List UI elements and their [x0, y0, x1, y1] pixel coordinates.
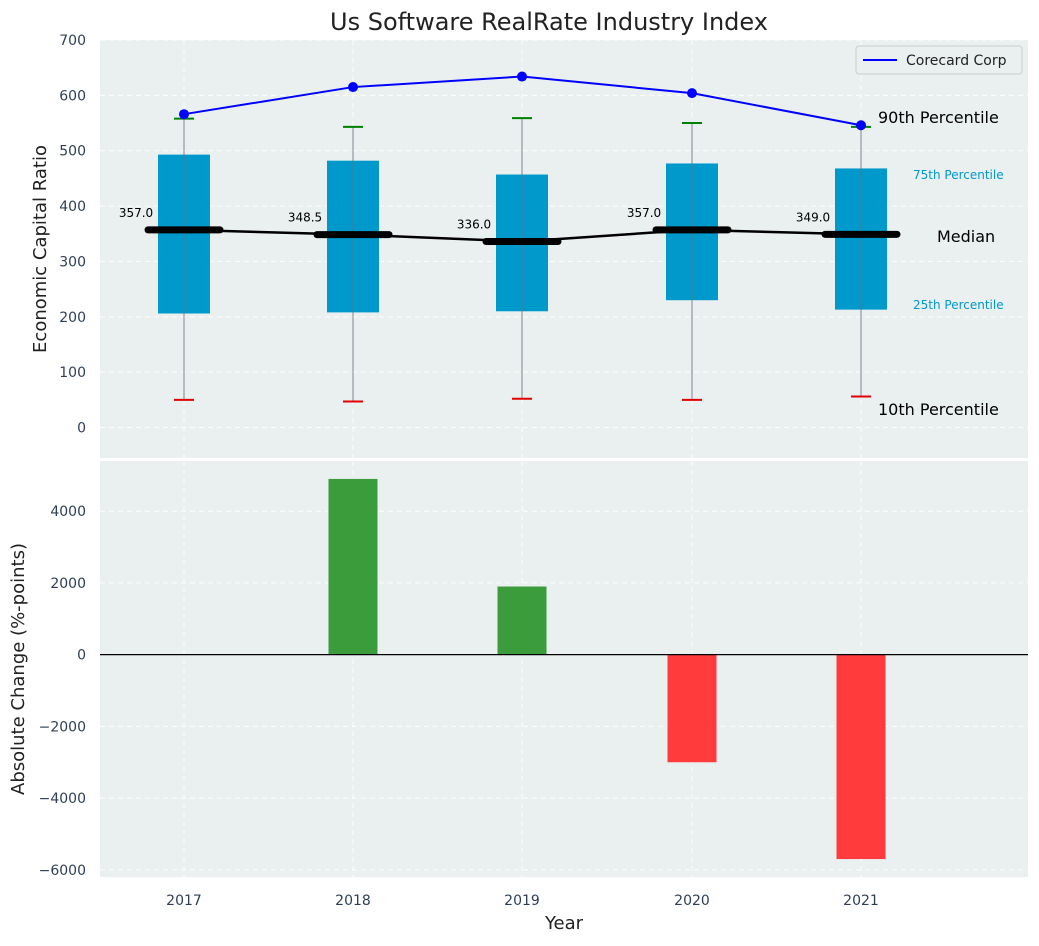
annotation-10th-percentile: 10th Percentile: [878, 400, 999, 419]
median-value-label: 348.5: [288, 211, 322, 225]
bottom-marks: [100, 478, 1028, 860]
company-point-2019: [517, 71, 527, 82]
annotation-90th-percentile: 90th Percentile: [878, 108, 999, 127]
x-tick-label: 2018: [335, 893, 371, 909]
annotation-25th-percentile: 25th Percentile: [913, 298, 1004, 312]
bottom-y-tick-label: −6000: [39, 863, 86, 879]
bottom-y-tick-label: 4000: [50, 504, 86, 520]
top-y-tick-label: 0: [77, 421, 86, 437]
median-value-label: 349.0: [796, 210, 830, 224]
company-point-2018: [348, 82, 358, 93]
change-bar-2020: [667, 654, 717, 763]
company-point-2017: [179, 109, 189, 120]
x-axis-label: Year: [544, 913, 584, 934]
top-y-tick-label: 100: [59, 365, 86, 381]
legend-label-corecard: Corecard Corp: [906, 53, 1007, 69]
bottom-y-axis-label: Absolute Change (%-points): [8, 543, 29, 795]
bottom-y-tick-label: −2000: [39, 719, 86, 735]
change-bar-2021: [836, 654, 886, 860]
x-tick-label: 2020: [674, 893, 710, 909]
top-y-tick-label: 400: [59, 199, 86, 215]
company-point-2021: [856, 120, 866, 131]
top-y-tick-label: 700: [59, 33, 86, 49]
annotation-75th-percentile: 75th Percentile: [913, 168, 1004, 182]
bottom-y-tick-label: 2000: [50, 576, 86, 592]
top-y-tick-label: 200: [59, 310, 86, 326]
median-value-label: 357.0: [627, 206, 661, 220]
bottom-y-tick-label: −4000: [39, 791, 86, 807]
top-y-tick-label: 300: [59, 254, 86, 270]
top-plot-area: [100, 40, 1028, 458]
median-value-label: 357.0: [119, 206, 153, 220]
legend-box: [855, 45, 1023, 75]
top-y-tick-label: 600: [59, 88, 86, 104]
axes-text: 0 100 200 300 400 500 600 700 −6000 −4000 −2000 0 20…: [39, 33, 879, 909]
bottom-plot-area: [100, 461, 1028, 877]
company-point-2020: [687, 88, 697, 99]
top-marks: 357.0 348.5 336.0 357.0 349.0: [119, 71, 901, 403]
change-bar-2019: [497, 586, 547, 655]
annotation-median: Median: [937, 227, 995, 246]
top-y-tick-label: 500: [59, 144, 86, 160]
bottom-y-tick-label: 0: [77, 648, 86, 664]
x-tick-label: 2019: [504, 893, 540, 909]
median-value-label: 336.0: [457, 218, 491, 232]
change-bar-2018: [328, 478, 378, 655]
top-y-axis-label: Economic Capital Ratio: [30, 145, 51, 353]
chart-title: Us Software RealRate Industry Index: [330, 8, 768, 36]
x-tick-label: 2021: [843, 893, 879, 909]
legend: Corecard Corp: [855, 45, 1023, 75]
x-tick-label: 2017: [166, 893, 202, 909]
